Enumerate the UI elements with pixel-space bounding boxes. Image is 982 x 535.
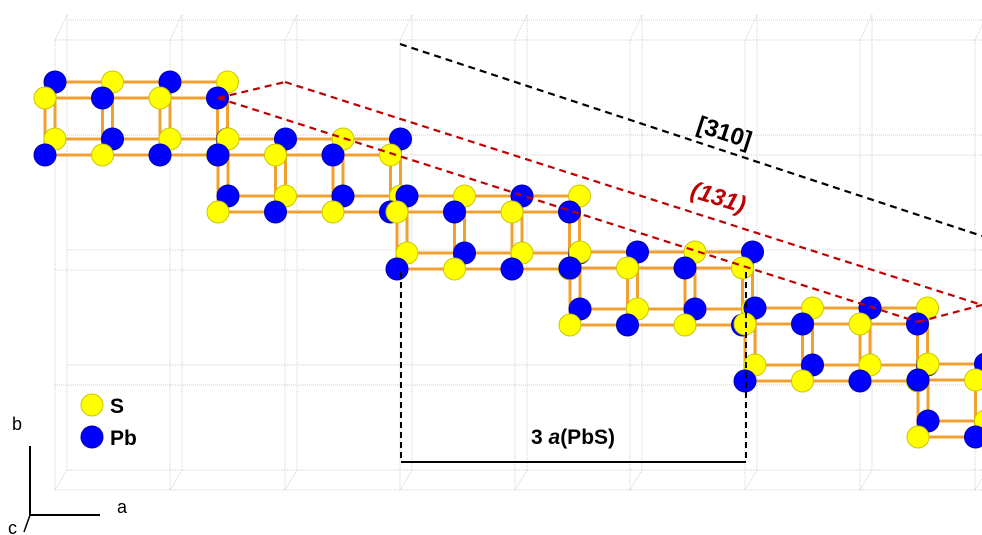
- s-atom: [501, 201, 523, 223]
- s-atom: [92, 144, 114, 166]
- spacing-factor: 3: [531, 426, 543, 449]
- s-atom: [380, 144, 402, 166]
- s-atom: [792, 370, 814, 392]
- grid-line: [860, 470, 872, 490]
- spacing-symbol: a: [549, 426, 561, 449]
- s-atom: [444, 258, 466, 280]
- s-atom: [965, 369, 982, 391]
- s-atom: [617, 257, 639, 279]
- axis-c: [24, 515, 30, 532]
- pb-atom: [501, 258, 523, 280]
- pb-atom: [149, 144, 171, 166]
- pb-atom: [849, 370, 871, 392]
- grid-line: [630, 15, 642, 40]
- s-atom: [849, 313, 871, 335]
- s-atom: [265, 144, 287, 166]
- legend-label: Pb: [110, 427, 137, 450]
- grid-line: [860, 15, 872, 40]
- legend-label: S: [110, 395, 124, 418]
- grid-line: [515, 470, 527, 490]
- grid-line: [975, 470, 982, 490]
- grid-line: [975, 15, 982, 40]
- crystal-diagram: [310] (131) 3 a(PbS) S Pb b a c: [0, 0, 982, 535]
- grid-line: [285, 470, 297, 490]
- s-atom: [674, 314, 696, 336]
- s-atom: [34, 87, 56, 109]
- grid-line: [400, 15, 412, 40]
- pb-atom: [265, 201, 287, 223]
- spacing-label: 3 a(PbS): [531, 426, 615, 449]
- s-atom: [559, 314, 581, 336]
- s-atom: [322, 201, 344, 223]
- pb-atom: [386, 258, 408, 280]
- grid-line: [285, 15, 297, 40]
- pb-atom: [207, 144, 229, 166]
- spacing-compound: (PbS): [560, 426, 615, 449]
- pb-atom: [34, 144, 56, 166]
- grid-line: [515, 15, 527, 40]
- pb-atom: [92, 87, 114, 109]
- pb-atom: [322, 144, 344, 166]
- s-atom: [386, 201, 408, 223]
- plane-label: (131): [687, 177, 748, 219]
- pb-atom: [907, 369, 929, 391]
- pb-atom: [559, 257, 581, 279]
- grid-line: [55, 15, 67, 40]
- s-atom: [907, 426, 929, 448]
- axis-label: b: [12, 414, 22, 434]
- legend-swatch: [81, 394, 103, 416]
- pb-atom: [444, 201, 466, 223]
- pb-atom: [617, 314, 639, 336]
- axis-label: a: [117, 497, 128, 517]
- grid-line: [630, 470, 642, 490]
- s-atom: [149, 87, 171, 109]
- grid-line: [170, 470, 182, 490]
- direction-line: [400, 44, 982, 236]
- grid-line: [745, 15, 757, 40]
- axis-label: c: [8, 518, 17, 535]
- grid-line: [745, 470, 757, 490]
- pb-atom: [792, 313, 814, 335]
- pb-atom: [965, 426, 982, 448]
- pb-atom: [907, 313, 929, 335]
- pb-atom: [674, 257, 696, 279]
- grid-line: [400, 470, 412, 490]
- s-atom: [207, 201, 229, 223]
- legend-swatch: [81, 426, 103, 448]
- pb-atom: [207, 87, 229, 109]
- grid-line: [55, 470, 67, 490]
- grid-line: [170, 15, 182, 40]
- direction-label: [310]: [694, 111, 756, 154]
